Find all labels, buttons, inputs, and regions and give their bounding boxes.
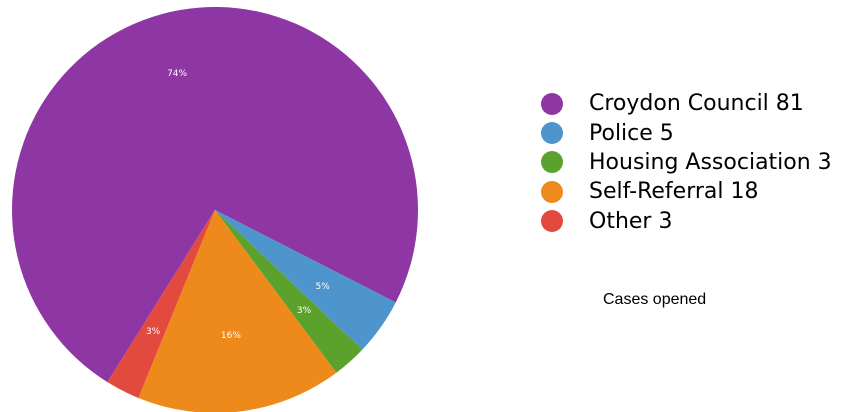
legend-label: Self-Referral 18 bbox=[589, 179, 759, 205]
pie-slice-croydon-council bbox=[12, 6, 419, 383]
legend-swatch bbox=[541, 151, 563, 174]
chart-legend: Croydon Council 81 Police 5 Housing Associ… bbox=[541, 89, 832, 236]
pie-slice-police bbox=[215, 210, 396, 350]
legend-label: Police 5 bbox=[589, 120, 674, 146]
legend-label: Croydon Council 81 bbox=[589, 91, 804, 117]
pie-slices bbox=[12, 6, 419, 412]
pie-percent-label: 5% bbox=[316, 282, 331, 292]
legend-swatch bbox=[541, 122, 563, 145]
pie-percent-labels: 74% 5% 3% 16% 3% bbox=[146, 69, 330, 341]
legend-item: Croydon Council 81 bbox=[541, 89, 832, 118]
pie-percent-label: 3% bbox=[297, 306, 312, 316]
legend-label: Housing Association 3 bbox=[589, 149, 832, 175]
legend-label: Other 3 bbox=[589, 208, 673, 234]
legend-swatch bbox=[541, 180, 563, 203]
pie-slice-housing-association bbox=[215, 210, 363, 373]
legend-swatch bbox=[541, 92, 563, 115]
legend-item: Self-Referral 18 bbox=[541, 177, 832, 206]
pie-percent-label: 3% bbox=[146, 327, 161, 337]
legend-item: Other 3 bbox=[541, 207, 832, 236]
legend-item: Housing Association 3 bbox=[541, 148, 832, 177]
chart-caption: Cases opened bbox=[603, 291, 707, 308]
pie-slice-other bbox=[107, 210, 215, 398]
pie-percent-label: 74% bbox=[167, 69, 187, 79]
legend-item: Police 5 bbox=[541, 118, 832, 147]
pie-chart: 74% 5% 3% 16% 3% bbox=[12, 6, 419, 412]
pie-percent-label: 16% bbox=[221, 331, 241, 341]
pie-slice-self-referral bbox=[138, 210, 337, 412]
legend-swatch bbox=[541, 210, 563, 233]
